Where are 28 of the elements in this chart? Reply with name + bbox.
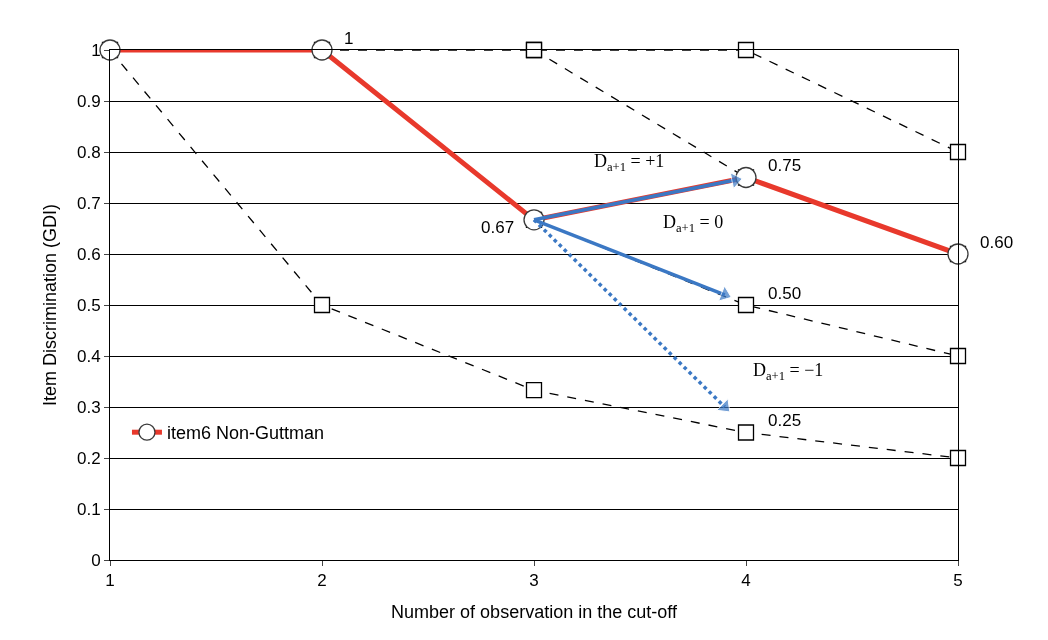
legend-label: item6 Non-Guttman [166,423,325,444]
annotation: D$_{a+1}$ = 0 [663,212,724,235]
x-tick-label: 4 [741,571,751,591]
x-axis-title: Number of observation in the cut-off [391,601,678,622]
annotation: D$_{a+1}$ = +1 [594,151,665,174]
y-tick-label: 0.9 [76,91,101,111]
x-tick-label: 3 [529,571,539,591]
y-tick-label: 0.6 [76,244,101,264]
x-tick-label: 1 [105,571,115,591]
y-tick-label: 0 [91,550,101,570]
annotation: 0.50 [768,284,802,303]
y-tick-label: 0.2 [76,448,101,468]
annotation: 0.75 [768,156,802,175]
x-tick-label: 5 [953,571,963,591]
annotation: 1 [344,29,354,48]
annotation: 0.67 [481,218,515,237]
y-tick-label: 1 [91,40,101,60]
y-tick-label: 0.1 [76,499,101,519]
y-axis-title: Item Discrimination (GDI) [40,203,61,407]
annotation: 0.25 [768,411,802,430]
y-tick-label: 0.4 [76,346,101,366]
y-tick-label: 0.8 [76,142,101,162]
annotation: D$_{a+1}$ = −1 [753,360,824,383]
y-tick-label: 0.3 [76,397,101,417]
x-tick-label: 2 [317,571,327,591]
y-tick-label: 0.7 [76,193,101,213]
annotation: 0.60 [980,233,1014,252]
y-tick-label: 0.5 [76,295,101,315]
